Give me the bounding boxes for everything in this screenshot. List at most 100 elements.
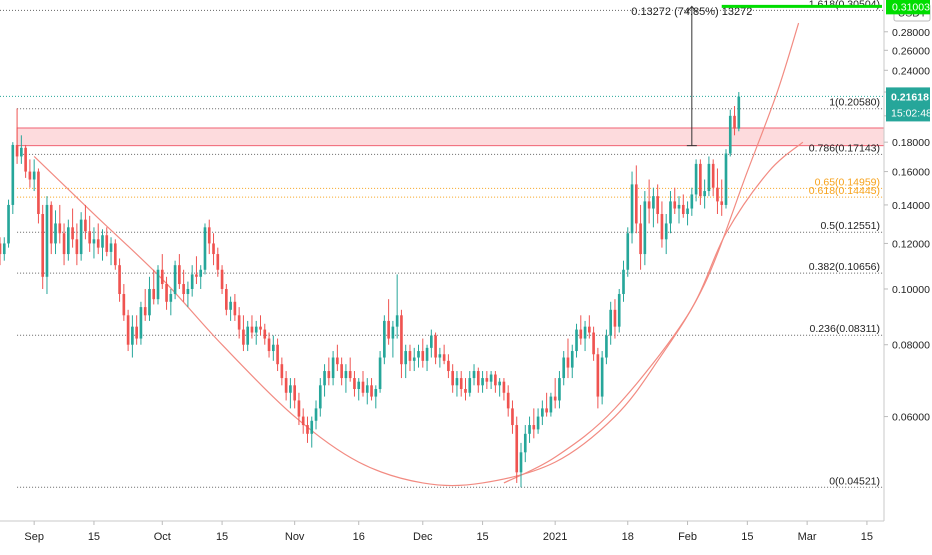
current-price-tag [886,87,930,122]
candle-body [716,187,719,202]
candle-body [506,392,510,409]
candle-body [421,351,425,361]
fib-label-0.5: 0.5(0.12551) [820,220,880,232]
candle-body [212,243,215,255]
candle-body [45,204,49,277]
candle-body [455,378,459,386]
candle-body [626,233,630,270]
candle-body [314,408,318,421]
y-tick-label: 0.06000 [892,412,930,424]
candle-body [429,335,433,348]
candle-body [289,385,292,393]
candle-body [135,326,138,339]
candle-body [37,171,40,215]
candle-body [113,243,117,266]
candle-body [96,239,100,248]
candle-body [634,184,638,224]
candle-body [451,371,455,386]
candle-body [519,452,523,473]
candle-body [583,326,587,339]
candle-body [173,265,177,295]
candle-body [101,235,104,248]
candle-body [237,315,241,330]
candle-body [464,389,467,393]
candle-body [494,374,497,386]
candle-body [511,408,514,426]
candle-body [391,326,395,339]
candle-body [485,378,489,382]
candle-body [340,364,343,379]
candle-body [476,371,480,386]
fib-label-0.618: 0.618(0.14445) [809,185,880,197]
target-price-label: 0.31003 [892,1,930,13]
candle-body [71,227,74,240]
candle-body [643,201,647,255]
candle-body [558,378,561,401]
candle-body [592,332,595,355]
candle-body [630,184,634,234]
candle-body [148,288,151,316]
resistance-zone-layer [16,127,885,147]
candle-body [528,425,531,434]
candle-body [425,347,429,361]
candlestick-series [0,92,741,488]
candle-body [532,425,536,430]
candle-body [374,389,378,397]
candle-body [195,274,198,277]
candle-body [562,357,566,379]
candle-body [498,381,501,386]
candle-body [267,338,271,352]
candle-body [118,265,121,295]
candle-body [434,335,437,358]
candle-body [152,288,156,300]
candle-body [438,354,442,358]
candle-body [681,204,685,215]
candle-body [24,147,27,172]
fib-label-0.65: 0.65(0.14959) [815,176,880,188]
curve-arc-2 [503,141,804,484]
candle-body [11,144,15,205]
candle-body [259,326,262,330]
candle-body [378,357,382,390]
x-tick-label: 16 [353,531,365,543]
candle-body [327,371,331,379]
resistance-zone [16,127,885,147]
y-tick-label: 0.28000 [892,27,930,39]
candle-body [686,208,689,215]
candle-body [609,309,613,336]
candle-body [647,201,651,209]
candle-body [160,269,164,285]
candle-body [673,201,677,209]
candle-body [186,288,190,295]
fib-label-0.786: 0.786(0.17143) [809,142,880,154]
candle-body [660,214,664,240]
fib-label-0: 0(0.04521) [829,475,880,487]
candle-body [600,357,604,397]
candle-body [541,408,544,417]
candle-body [225,288,228,310]
candle-body [143,307,147,316]
y-tick-label: 0.08000 [892,340,930,352]
x-tick-label: 15 [476,531,488,543]
candle-body [694,163,698,195]
candle-body [724,153,728,205]
candle-body [468,378,472,393]
candle-body [105,235,109,252]
candle-body [575,329,578,352]
candle-body [75,239,79,255]
fib-label-0.236: 0.236(0.08311) [810,323,880,335]
candle-body [357,381,361,390]
x-tick-label: Nov [285,531,305,543]
candle-body [412,357,416,361]
candle-body [203,227,207,270]
candle-body [553,396,557,401]
current-price-label: 0.21618 [891,91,929,103]
candle-body [447,360,450,372]
candle-body [383,320,386,358]
candle-body [617,294,621,327]
candle-body [481,378,484,386]
candle-body [229,301,232,310]
candle-body [41,214,45,277]
